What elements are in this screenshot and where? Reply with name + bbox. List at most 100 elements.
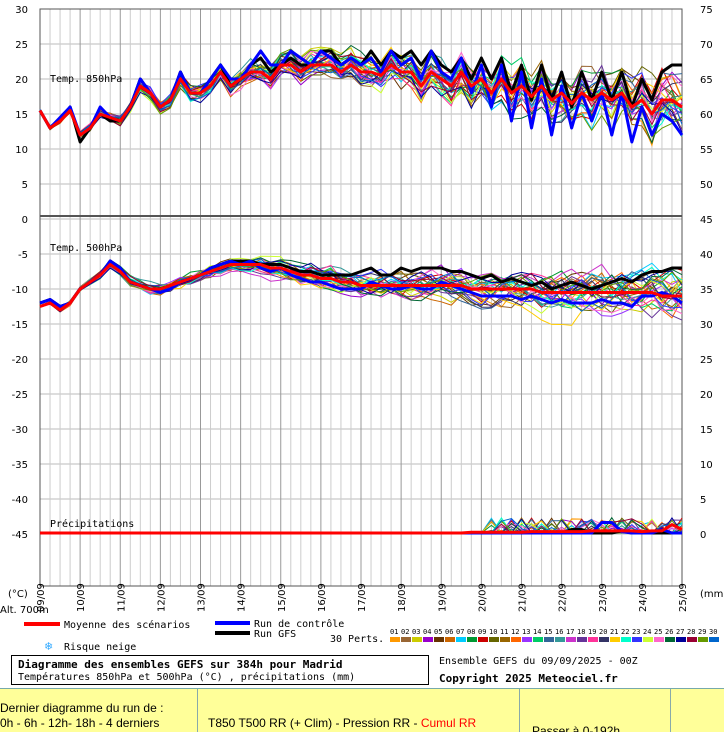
nav-types-text[interactable]: T850 T500 RR (+ Clim) - Pression RR - (208, 716, 421, 730)
x-tick-label: 12/09 (156, 583, 167, 612)
pert-number: 07 (456, 628, 464, 636)
series-line-t500 (39, 263, 682, 312)
pert-number: 25 (654, 628, 662, 636)
y-left-tick-label: -25 (12, 390, 28, 401)
y-left-tick-label: 10 (15, 145, 28, 156)
pert-number: 29 (698, 628, 706, 636)
legend-mean-label: Moyenne des scénarios (64, 619, 190, 631)
y-right-tick-label: 10 (700, 460, 713, 471)
x-tick-label: 16/09 (317, 583, 328, 612)
y-right-tick-label: 45 (700, 215, 713, 226)
pert-swatch (478, 637, 488, 642)
y-right-tick-label: 55 (700, 145, 713, 156)
x-tick-label: 23/09 (598, 583, 609, 612)
pert-swatch (434, 637, 444, 642)
nav-switch-range-link[interactable]: Passer à 0-192h (532, 724, 621, 732)
x-tick-label: 09/09 (36, 583, 47, 612)
chart-title-box: Diagramme des ensembles GEFS sur 384h po… (11, 655, 429, 685)
x-tick-label: 15/09 (277, 583, 288, 612)
nav-empty-cell (671, 689, 724, 732)
y-left-tick-label: -35 (12, 460, 28, 471)
right-unit-label: (mm) (700, 589, 724, 600)
pert-swatch (632, 637, 642, 642)
y-left-tick-label: 0 (22, 215, 28, 226)
snow-icon: ❄ (44, 640, 53, 653)
pert-number: 23 (632, 628, 640, 636)
y-right-tick-label: 30 (700, 320, 713, 331)
pert-swatch (544, 637, 554, 642)
y-left-tick-label: -5 (18, 250, 28, 261)
main-series-lines (38, 49, 684, 535)
pert-number: 09 (478, 628, 486, 636)
pert-swatch (687, 637, 697, 642)
chart-subtitle: Températures 850hPa et 500hPa (°C) , pré… (18, 672, 356, 683)
y-right-tick-label: 40 (700, 250, 713, 261)
y-left-tick-label: 25 (15, 40, 28, 51)
pert-swatch (566, 637, 576, 642)
nav-last-diagram[interactable]: Dernier diagramme du run de : 0h - 6h - … (0, 689, 198, 732)
pert-swatch (401, 637, 411, 642)
ensemble-run-info: Ensemble GEFS du 09/09/2025 - 00Z (439, 656, 638, 667)
y-right-tick-label: 15 (700, 425, 713, 436)
y-left-tick-label: -45 (12, 530, 28, 541)
pert-number: 11 (500, 628, 508, 636)
pert-swatch (533, 637, 543, 642)
pert-swatch (489, 637, 499, 642)
pert-swatch (698, 637, 708, 642)
pert-number: 20 (599, 628, 607, 636)
x-tick-label: 11/09 (116, 583, 127, 612)
legend-perts-label: 30 Perts. (330, 634, 384, 645)
pert-number: 21 (610, 628, 618, 636)
pert-swatch (467, 637, 477, 642)
legend-gfs-label: Run GFS (254, 629, 296, 640)
pert-swatch (610, 637, 620, 642)
altitude-label: Alt. 700m (0, 605, 49, 616)
chart-title: Diagramme des ensembles GEFS sur 384h po… (18, 658, 343, 671)
y-left-tick-label: 30 (15, 5, 28, 16)
pert-number: 18 (577, 628, 585, 636)
nav-run-links[interactable]: 0h - 6h - 12h- 18h - 4 derniers (0, 716, 160, 730)
pert-swatch (522, 637, 532, 642)
pert-number: 26 (665, 628, 673, 636)
pert-swatch (500, 637, 510, 642)
pert-swatch (445, 637, 455, 642)
pert-number: 22 (621, 628, 629, 636)
y-left-tick-label: -15 (12, 320, 28, 331)
legend-snow-label: Risque neige (64, 642, 136, 653)
pert-number: 15 (544, 628, 552, 636)
y-left-tick-label: -40 (12, 495, 28, 506)
pert-swatch (390, 637, 400, 642)
nav-switch-range[interactable]: Passer à 0-192h (520, 689, 671, 732)
x-tick-label: 25/09 (678, 583, 689, 612)
x-tick-label: 18/09 (397, 583, 408, 612)
nav-last-diagram-title: Dernier diagramme du run de : (0, 701, 164, 715)
y-left-tick-label: 5 (22, 180, 28, 191)
y-right-tick-label: 0 (700, 530, 706, 541)
pert-number: 24 (643, 628, 651, 636)
pert-swatch (412, 637, 422, 642)
x-tick-label: 13/09 (197, 583, 208, 612)
pert-swatch (665, 637, 675, 642)
pert-number: 28 (687, 628, 695, 636)
y-left-tick-label: 20 (15, 75, 28, 86)
pert-number: 19 (588, 628, 596, 636)
pert-number: 16 (555, 628, 563, 636)
pert-legend-swatches: 01 02 03 04 05 06 07 08 09 10 11 12 13 14 15 16 17 18 19 20… (390, 628, 719, 642)
pert-swatch (654, 637, 664, 642)
nav-diagram-types[interactable]: T850 T500 RR (+ Clim) - Pression RR - Cu… (198, 689, 520, 732)
nav-cumul-rr-link[interactable]: Cumul RR (420, 716, 477, 730)
y-right-tick-label: 50 (700, 180, 713, 191)
x-tick-label: 10/09 (76, 583, 87, 612)
pert-number: 12 (511, 628, 519, 636)
pert-number: 30 (709, 628, 717, 636)
pert-number: 10 (489, 628, 497, 636)
pert-number: 01 (390, 628, 398, 636)
y-right-tick-label: 70 (700, 40, 713, 51)
pert-number: 02 (401, 628, 409, 636)
y-left-tick-label: -30 (12, 425, 28, 436)
panel-label-t850: Temp. 850hPa (50, 74, 122, 85)
y-right-tick-label: 75 (700, 5, 713, 16)
pert-swatch (423, 637, 433, 642)
pert-number: 14 (533, 628, 541, 636)
